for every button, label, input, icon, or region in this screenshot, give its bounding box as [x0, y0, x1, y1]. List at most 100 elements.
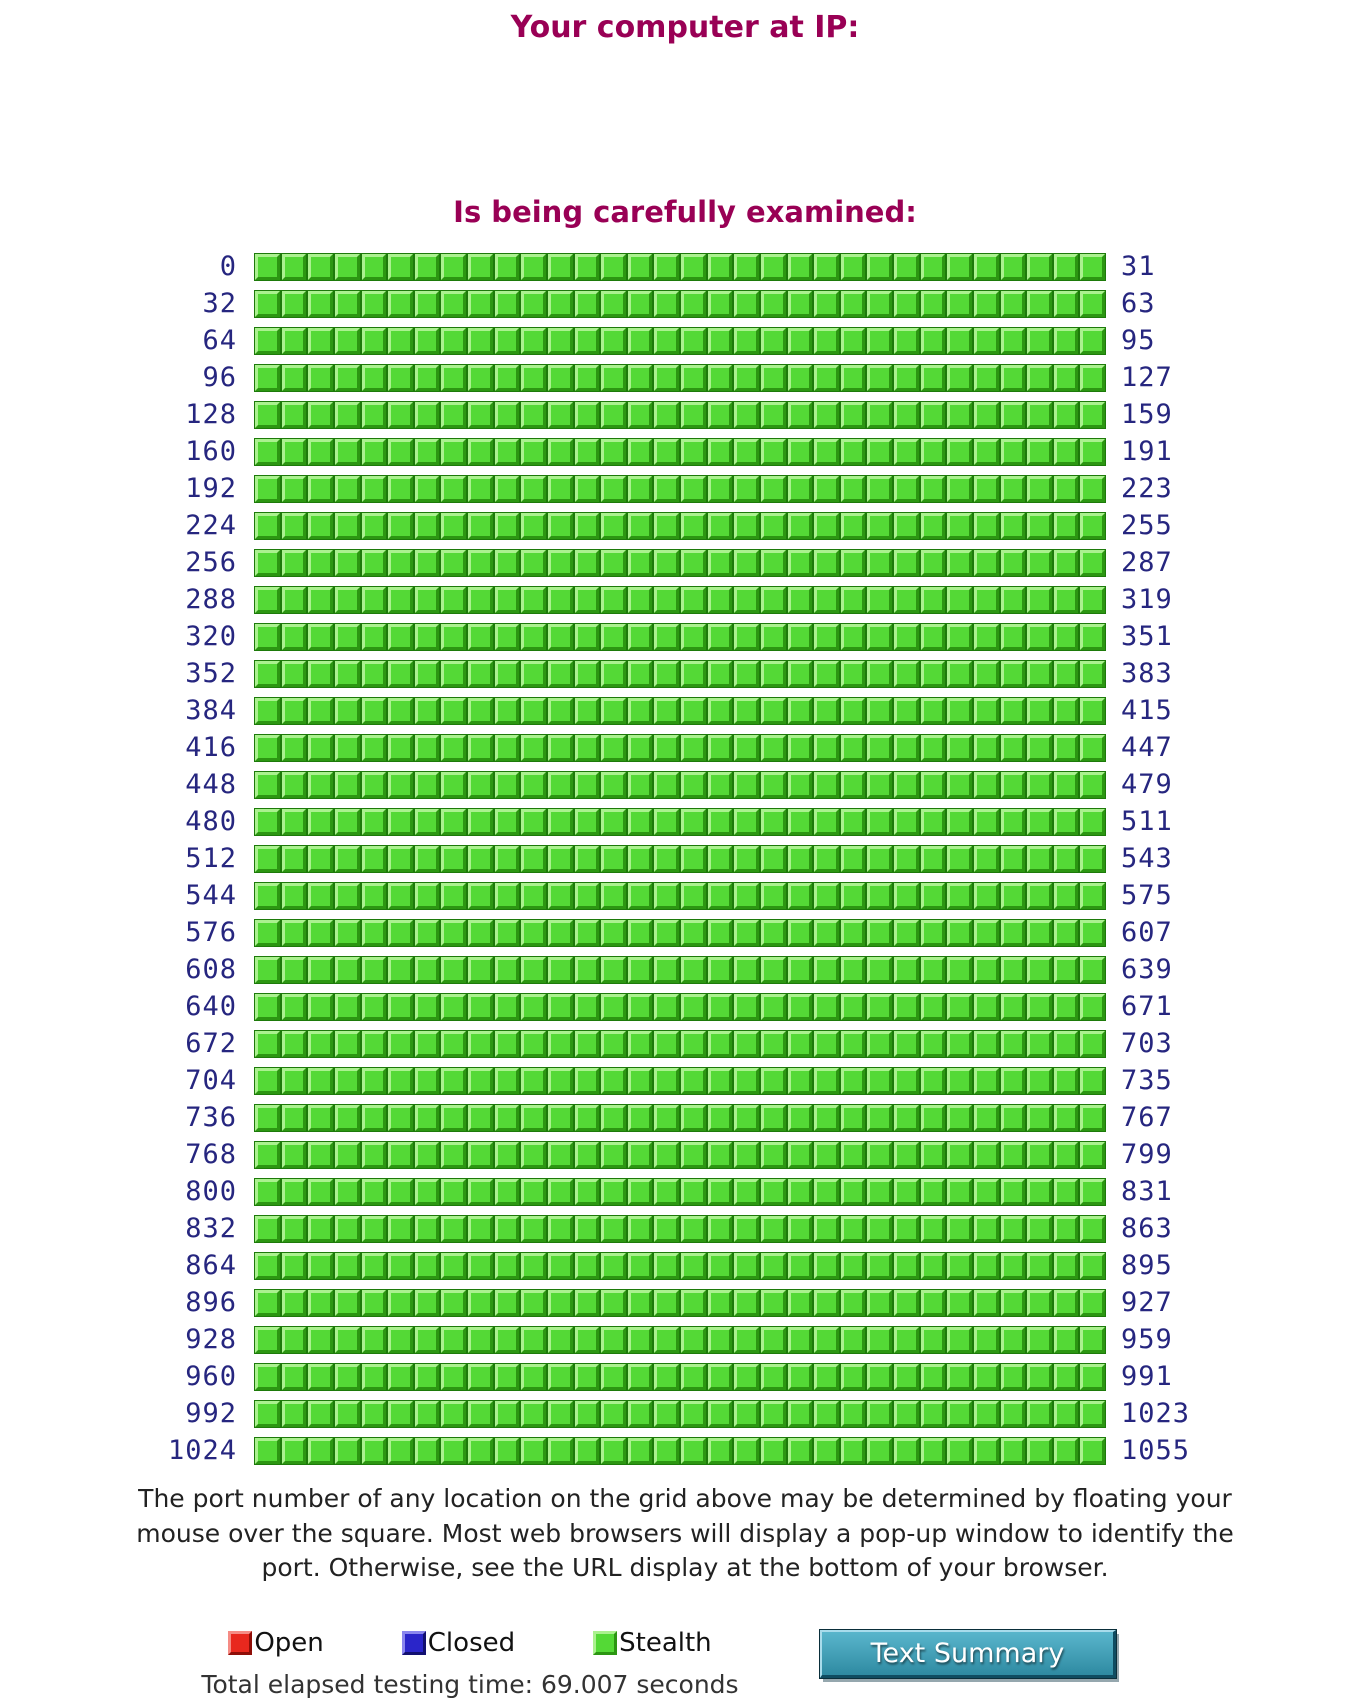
port-cell[interactable] [574, 993, 600, 1020]
port-cell[interactable] [734, 623, 759, 650]
port-cell[interactable] [1000, 808, 1026, 835]
port-cell[interactable] [388, 660, 413, 687]
port-cell[interactable] [920, 364, 946, 391]
port-cell[interactable] [1053, 401, 1079, 428]
port-cell[interactable] [920, 1363, 946, 1390]
port-cell[interactable] [734, 1289, 759, 1316]
port-cell[interactable] [947, 956, 972, 983]
port-cell[interactable] [441, 1289, 466, 1316]
port-cell[interactable] [308, 401, 333, 428]
port-cell[interactable] [308, 1104, 333, 1131]
port-cell[interactable] [1080, 1141, 1105, 1168]
port-cell[interactable] [601, 401, 626, 428]
port-cell[interactable] [308, 1363, 333, 1390]
port-cell[interactable] [281, 438, 307, 465]
port-cell[interactable] [494, 660, 520, 687]
port-cell[interactable] [334, 697, 360, 724]
port-cell[interactable] [681, 364, 706, 391]
port-cell[interactable] [574, 1437, 600, 1464]
port-cell[interactable] [468, 290, 493, 317]
port-cell[interactable] [281, 1252, 307, 1279]
port-cell[interactable] [255, 1215, 280, 1242]
port-cell[interactable] [414, 586, 440, 613]
port-cell[interactable] [388, 401, 413, 428]
port-cell[interactable] [734, 1400, 759, 1427]
port-cell[interactable] [787, 956, 813, 983]
port-cell[interactable] [867, 1289, 892, 1316]
port-cell[interactable] [334, 956, 360, 983]
port-cell[interactable] [894, 845, 919, 872]
port-cell[interactable] [1053, 660, 1079, 687]
port-cell[interactable] [601, 919, 626, 946]
port-cell[interactable] [414, 1215, 440, 1242]
port-cell[interactable] [1000, 1215, 1026, 1242]
port-cell[interactable] [814, 253, 839, 280]
port-cell[interactable] [814, 808, 839, 835]
port-cell[interactable] [814, 549, 839, 576]
port-cell[interactable] [867, 364, 892, 391]
port-cell[interactable] [867, 882, 892, 909]
port-cell[interactable] [654, 1363, 679, 1390]
port-cell[interactable] [973, 993, 999, 1020]
port-cell[interactable] [707, 956, 733, 983]
port-cell[interactable] [840, 475, 866, 502]
port-cell[interactable] [255, 808, 280, 835]
port-cell[interactable] [1080, 956, 1105, 983]
port-cell[interactable] [947, 512, 972, 539]
port-cell[interactable] [334, 1289, 360, 1316]
port-cell[interactable] [308, 253, 333, 280]
port-cell[interactable] [894, 808, 919, 835]
port-cell[interactable] [388, 1178, 413, 1205]
port-cell[interactable] [707, 1104, 733, 1131]
port-cell[interactable] [1000, 1437, 1026, 1464]
port-cell[interactable] [867, 697, 892, 724]
port-cell[interactable] [894, 1400, 919, 1427]
port-cell[interactable] [973, 327, 999, 354]
port-cell[interactable] [707, 475, 733, 502]
port-cell[interactable] [681, 1215, 706, 1242]
port-cell[interactable] [308, 808, 333, 835]
port-cell[interactable] [894, 1104, 919, 1131]
port-cell[interactable] [840, 771, 866, 798]
port-cell[interactable] [468, 401, 493, 428]
port-cell[interactable] [867, 512, 892, 539]
port-cell[interactable] [255, 919, 280, 946]
port-cell[interactable] [547, 845, 573, 872]
port-cell[interactable] [281, 1437, 307, 1464]
port-cell[interactable] [361, 475, 387, 502]
port-cell[interactable] [760, 1400, 786, 1427]
port-cell[interactable] [414, 1363, 440, 1390]
port-cell[interactable] [920, 956, 946, 983]
port-cell[interactable] [334, 1030, 360, 1057]
port-cell[interactable] [1053, 1030, 1079, 1057]
port-cell[interactable] [521, 845, 546, 872]
port-cell[interactable] [308, 1289, 333, 1316]
port-cell[interactable] [255, 845, 280, 872]
port-cell[interactable] [787, 1289, 813, 1316]
port-cell[interactable] [414, 290, 440, 317]
port-cell[interactable] [867, 438, 892, 465]
port-cell[interactable] [361, 438, 387, 465]
port-cell[interactable] [787, 845, 813, 872]
port-cell[interactable] [334, 623, 360, 650]
port-cell[interactable] [1000, 549, 1026, 576]
port-cell[interactable] [920, 327, 946, 354]
port-cell[interactable] [894, 660, 919, 687]
port-cell[interactable] [894, 586, 919, 613]
port-cell[interactable] [1000, 327, 1026, 354]
port-cell[interactable] [547, 1141, 573, 1168]
port-cell[interactable] [1053, 1363, 1079, 1390]
port-cell[interactable] [734, 845, 759, 872]
port-cell[interactable] [601, 623, 626, 650]
port-cell[interactable] [334, 919, 360, 946]
port-cell[interactable] [734, 438, 759, 465]
port-cell[interactable] [627, 1178, 653, 1205]
port-cell[interactable] [255, 549, 280, 576]
port-cell[interactable] [334, 882, 360, 909]
port-cell[interactable] [521, 1215, 546, 1242]
port-cell[interactable] [547, 919, 573, 946]
port-cell[interactable] [681, 475, 706, 502]
port-cell[interactable] [654, 1215, 679, 1242]
port-cell[interactable] [334, 438, 360, 465]
port-cell[interactable] [1053, 1067, 1079, 1094]
